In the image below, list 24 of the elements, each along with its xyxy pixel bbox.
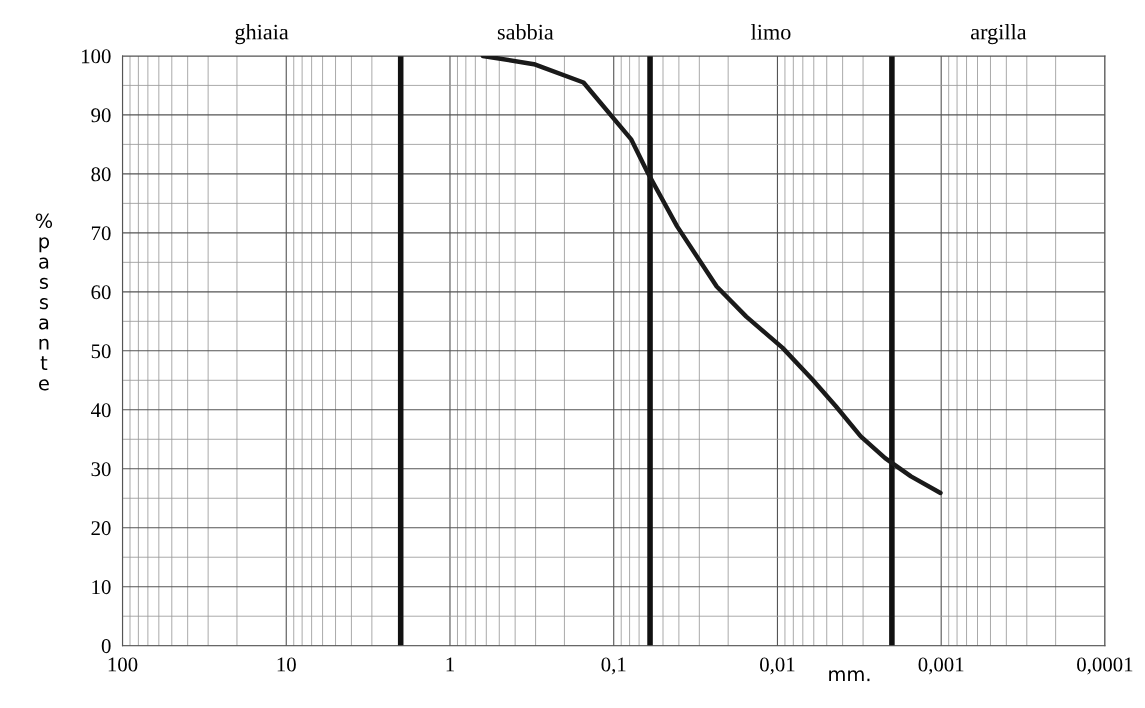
y-tick-label: 30 <box>91 462 111 477</box>
y-tick-label: 50 <box>91 344 111 359</box>
y-tick-label: 10 <box>92 580 111 595</box>
text: argilla <box>971 23 1027 45</box>
y-tick-label: 70 <box>91 226 111 241</box>
y-tick-label: 60 <box>91 285 111 300</box>
y-tick-label: 20 <box>91 521 111 536</box>
x-tick-label: 0,001 <box>918 657 964 675</box>
x-axis-title: mm. <box>829 670 870 682</box>
x-tick-label: 10 <box>277 657 296 672</box>
x-tick-label: 1 <box>446 657 454 672</box>
text: limo <box>751 23 791 40</box>
y-tick-label: 90 <box>91 108 111 123</box>
y-tick-label: 100 <box>81 49 111 64</box>
x-tick-label: 0,0001 <box>1077 657 1133 675</box>
x-tick-label: 0,01 <box>760 657 795 675</box>
y-tick-label: 40 <box>90 403 111 418</box>
text: sabbia <box>497 23 554 40</box>
y-tick-label: 80 <box>91 167 111 182</box>
y-tick-label: 0 <box>101 639 111 654</box>
x-tick-label: 100 <box>108 657 138 672</box>
text: % passante <box>35 213 53 391</box>
x-tick-label: 0,1 <box>601 657 626 675</box>
text: ghiaia <box>235 23 289 45</box>
